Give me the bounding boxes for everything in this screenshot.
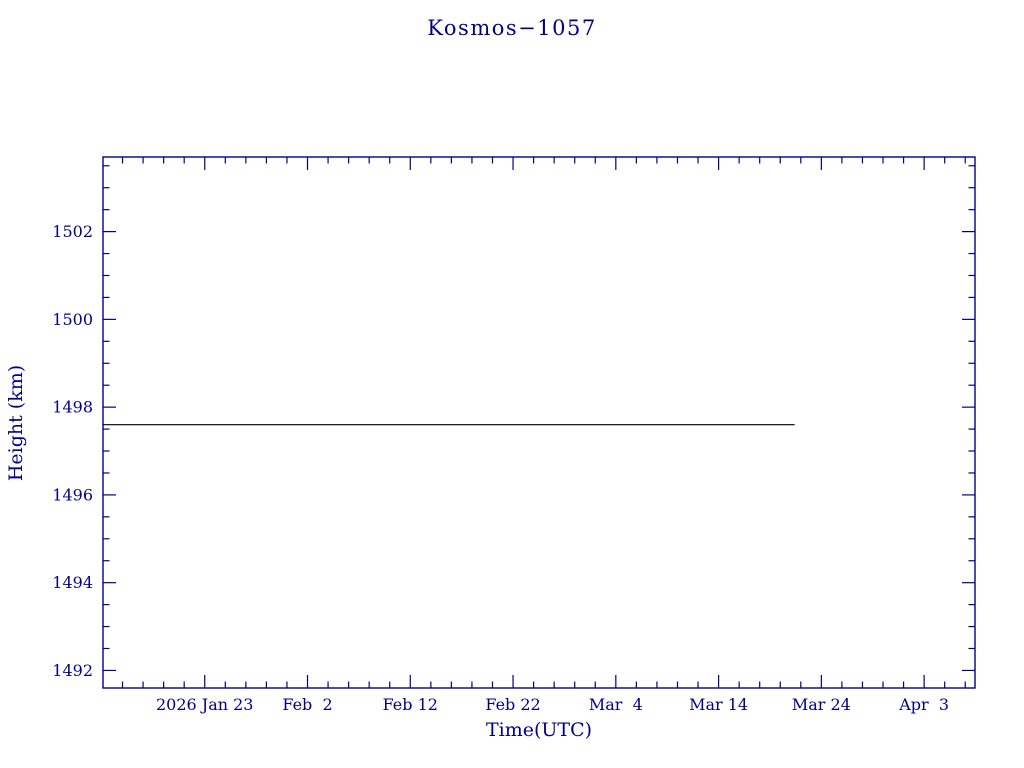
x-axis: 2026 Jan 23 Feb 2 Feb 12 Feb 22 Mar 4 Mar 14 M… — [121, 157, 966, 714]
x-tick-label: Feb 22 — [485, 695, 540, 714]
x-tick-label: 2026 Jan 23 — [156, 695, 254, 714]
chart-title: Kosmos−1057 — [427, 16, 597, 40]
y-tick-label: 1496 — [52, 485, 93, 504]
x-tick-label: Feb 2 — [282, 695, 332, 714]
x-tick-label: Mar 24 — [792, 695, 851, 714]
y-tick-label: 1492 — [52, 661, 93, 680]
y-axis: 1492 1494 1496 1498 1500 1502 — [52, 165, 975, 680]
y-tick-label: 1502 — [52, 222, 93, 241]
y-tick-label: 1498 — [52, 398, 93, 417]
x-axis-label: Time(UTC) — [485, 719, 593, 741]
x-tick-label: Mar 14 — [689, 695, 748, 714]
x-tick-label: Feb 12 — [383, 695, 438, 714]
y-tick-label: 1494 — [52, 573, 93, 592]
x-tick-label: Apr 3 — [898, 695, 949, 714]
plot-frame — [102, 156, 976, 689]
x-tick-label: Mar 4 — [589, 695, 643, 714]
y-tick-label: 1500 — [52, 310, 93, 329]
